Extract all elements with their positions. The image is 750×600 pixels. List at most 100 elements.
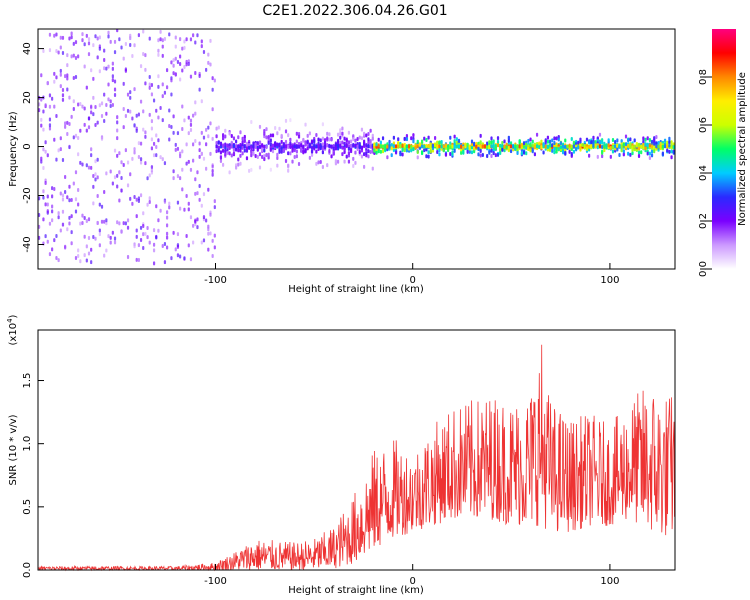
heatmap-cell [42,217,45,222]
heatmap-cell [122,81,125,86]
heatmap-cell [546,139,550,144]
heatmap-cell [113,240,117,245]
heatmap-cell [548,143,552,148]
heatmap-cell [96,36,99,41]
heatmap-cell [302,150,305,155]
heatmap-cell [165,210,169,215]
heatmap-cell [293,144,296,149]
heatmap-cell [488,144,491,149]
heatmap-cell [122,125,125,130]
heatmap-cell [194,139,197,144]
heatmap-cell [468,149,471,154]
heatmap-cell [40,123,43,128]
heatmap-cell [61,193,65,198]
heatmap-cell [189,118,193,123]
heatmap-cell [438,140,441,145]
heatmap-cell [410,148,413,153]
heatmap-cell [477,152,480,157]
heatmap-cell [53,104,56,109]
heatmap-cell [317,160,320,165]
heatmap-cell [217,125,220,130]
heatmap-cell [207,187,210,192]
heatmap-cell [202,156,206,161]
heatmap-cell [46,202,49,207]
heatmap-cell [566,144,569,149]
heatmap-cell [103,118,106,123]
heatmap-cell [269,147,272,152]
heatmap-cell [81,162,84,167]
heatmap-cell [363,164,366,169]
heatmap-cell [310,152,314,157]
heatmap-cell [449,145,452,150]
heatmap-cell [405,144,409,149]
heatmap-cell [196,225,199,230]
heatmap-cell [198,148,201,153]
heatmap-cell [122,107,125,112]
heatmap-cell [100,101,104,106]
heatmap-cell [179,61,182,66]
heatmap-cell [390,146,393,151]
heatmap-cell [174,72,177,77]
heatmap-cell [339,140,342,145]
heatmap-cell [332,151,335,156]
heatmap-cell [341,131,344,136]
heatmap-cell [339,131,342,136]
heatmap-cell [176,146,180,151]
heatmap-cell [588,144,591,149]
heatmap-cell [416,155,419,160]
heatmap-cell [603,141,606,146]
spectrogram-y-ticks: 40 20 0 -20 -40 [22,42,44,253]
heatmap-cell [120,188,123,193]
heatmap-cell [79,221,82,226]
heatmap-cell [507,148,510,153]
heatmap-cell [239,130,242,135]
heatmap-cell [66,63,69,68]
heatmap-cell [282,142,285,147]
heatmap-cell [297,134,301,139]
heatmap-cell [61,197,65,202]
heatmap-cell [250,167,253,172]
heatmap-cell [55,49,58,54]
heatmap-cell [250,145,253,150]
heatmap-cell [232,151,236,156]
heatmap-cell [258,124,262,129]
heatmap-cell [263,154,266,159]
heatmap-cell [328,132,331,137]
heatmap-cell [232,143,236,148]
heatmap-cell [607,138,610,143]
heatmap-cell [142,246,145,251]
heatmap-cell [103,189,106,194]
heatmap-cell [544,144,547,149]
heatmap-cell [334,142,338,147]
heatmap-cell [522,141,526,146]
heatmap-cell [159,155,162,160]
heatmap-cell [146,226,149,231]
heatmap-cell [137,258,140,263]
heatmap-cell [142,232,145,237]
heatmap-cell [267,134,270,139]
heatmap-cell [501,140,504,145]
heatmap-cell [449,151,452,156]
heatmap-cell [61,157,65,162]
heatmap-cell [192,223,195,228]
heatmap-cell [113,175,117,180]
heatmap-cell [139,157,143,162]
heatmap-cell [142,211,145,216]
heatmap-cell [109,240,112,245]
heatmap-cell [529,143,532,148]
heatmap-cell [265,153,268,158]
heatmap-cell [289,118,292,123]
heatmap-cell [135,228,138,233]
heatmap-cell [486,145,489,150]
heatmap-cell [228,131,231,136]
heatmap-cell [405,137,409,142]
heatmap-cell [228,170,231,175]
heatmap-cell [533,152,536,157]
heatmap-cell [248,145,251,150]
heatmap-cell [87,52,91,57]
heatmap-cell [202,49,206,54]
heatmap-cell [211,107,214,112]
heatmap-cell [611,138,615,143]
heatmap-cell [248,168,251,173]
heatmap-cell [174,142,177,147]
